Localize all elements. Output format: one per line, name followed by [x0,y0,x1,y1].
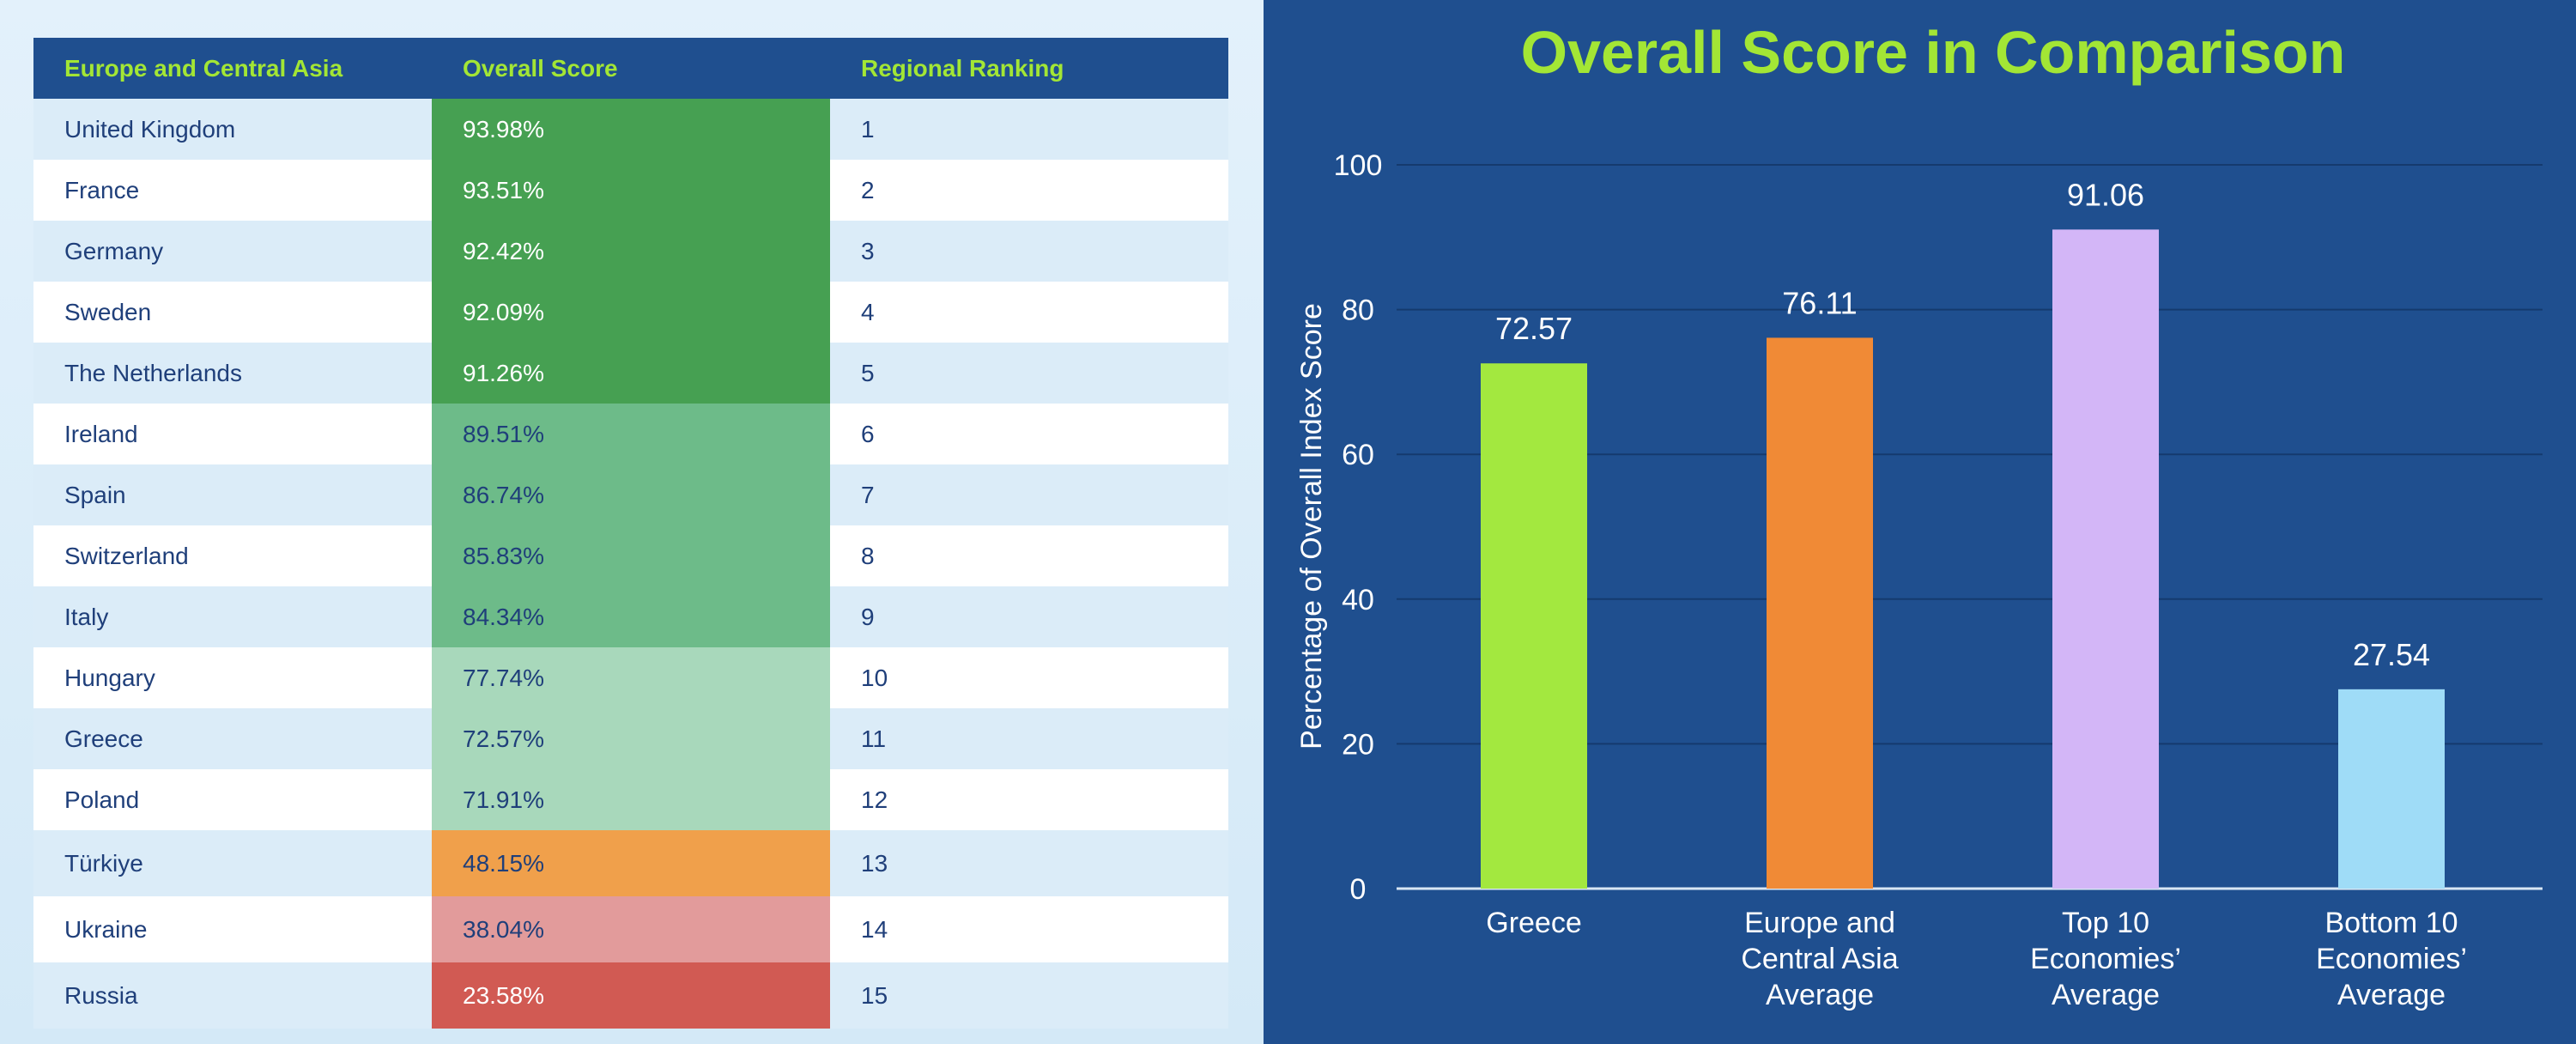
score-cell: 93.98% [432,99,830,160]
comparison-chart-panel: Overall Score in Comparison 0 20 40 60 80 100… [1264,0,2576,1044]
bar [1767,337,1873,889]
chart-title: Overall Score in Comparison [1521,19,2346,86]
x-category-label: Europe and [1744,907,1895,939]
y-tick-label: 40 [1342,584,1374,616]
bar-value-label: 76.11 [1782,285,1857,320]
country-cell: Russia [33,962,432,1029]
rank-cell: 13 [830,830,1228,896]
table-row: Ireland 89.51% 6 [33,404,1228,464]
table-header-row: Europe and Central Asia Overall Score Re… [33,38,1228,99]
y-tick-label: 0 [1350,873,1367,906]
x-category-label: Average [2052,979,2160,1011]
rank-cell: 11 [830,708,1228,769]
rank-cell: 3 [830,221,1228,282]
rank-cell: 14 [830,896,1228,962]
country-cell: Italy [33,586,432,647]
country-cell: United Kingdom [33,99,432,160]
y-tick-label: 80 [1342,294,1374,327]
country-cell: Spain [33,464,432,525]
score-cell: 92.42% [432,221,830,282]
country-cell: Hungary [33,647,432,708]
y-tick-label: 60 [1342,439,1374,471]
bar-value-label: 72.57 [1495,311,1573,346]
ranking-panel: Europe and Central Asia Overall Score Re… [0,0,1264,1044]
x-category-label: Central Asia [1741,943,1898,975]
bar-value-label: 27.54 [2353,637,2430,672]
rank-cell: 6 [830,404,1228,464]
country-cell: Poland [33,769,432,830]
table-row: Sweden 92.09% 4 [33,282,1228,343]
table-row: Türkiye 48.15% 13 [33,830,1228,896]
table-row: Hungary 77.74% 10 [33,647,1228,708]
country-cell: Ireland [33,404,432,464]
rank-cell: 9 [830,586,1228,647]
rank-cell: 4 [830,282,1228,343]
score-cell: 38.04% [432,896,830,962]
x-category-label: Average [2337,979,2446,1011]
country-cell: The Netherlands [33,343,432,404]
country-cell: Greece [33,708,432,769]
rank-cell: 7 [830,464,1228,525]
rank-cell: 12 [830,769,1228,830]
bar [2338,689,2445,889]
x-category-label: Economies’ [2316,943,2467,975]
header-region: Europe and Central Asia [33,38,432,99]
country-cell: Switzerland [33,525,432,586]
bar-value-label: 91.06 [2067,177,2144,212]
table-row: Spain 86.74% 7 [33,464,1228,525]
table-row: Poland 71.91% 12 [33,769,1228,830]
ranking-table: Europe and Central Asia Overall Score Re… [33,38,1228,1029]
y-axis-title: Percentage of Overall Index Score [1295,303,1328,750]
rank-cell: 2 [830,160,1228,221]
x-category-label: Bottom 10 [2325,907,2458,939]
score-cell: 71.91% [432,769,830,830]
score-cell: 23.58% [432,962,830,1029]
score-cell: 77.74% [432,647,830,708]
header-regional-ranking: Regional Ranking [830,38,1228,99]
rank-cell: 1 [830,99,1228,160]
score-cell: 85.83% [432,525,830,586]
x-category-label: Greece [1486,907,1582,939]
table-row: The Netherlands 91.26% 5 [33,343,1228,404]
table-row: France 93.51% 2 [33,160,1228,221]
country-cell: Sweden [33,282,432,343]
x-category-label: Average [1766,979,1874,1011]
bar [2052,229,2159,889]
table-row: Russia 23.58% 15 [33,962,1228,1029]
x-category-label: Top 10 [2062,907,2149,939]
table-row: Ukraine 38.04% 14 [33,896,1228,962]
country-cell: Türkiye [33,830,432,896]
score-cell: 91.26% [432,343,830,404]
bar [1481,363,1587,889]
country-cell: France [33,160,432,221]
table-row: Italy 84.34% 9 [33,586,1228,647]
rank-cell: 15 [830,962,1228,1029]
table-row: Germany 92.42% 3 [33,221,1228,282]
x-category-label: Economies’ [2030,943,2181,975]
score-cell: 92.09% [432,282,830,343]
rank-cell: 5 [830,343,1228,404]
score-cell: 48.15% [432,830,830,896]
table-row: Greece 72.57% 11 [33,708,1228,769]
table-row: Switzerland 85.83% 8 [33,525,1228,586]
score-cell: 86.74% [432,464,830,525]
y-tick-label: 20 [1342,728,1374,761]
country-cell: Ukraine [33,896,432,962]
rank-cell: 8 [830,525,1228,586]
table-row: United Kingdom 93.98% 1 [33,99,1228,160]
country-cell: Germany [33,221,432,282]
rank-cell: 10 [830,647,1228,708]
score-cell: 89.51% [432,404,830,464]
score-cell: 84.34% [432,586,830,647]
y-tick-label: 100 [1334,149,1383,182]
header-overall-score: Overall Score [432,38,830,99]
comparison-bar-chart: Overall Score in Comparison 0 20 40 60 80 100… [1295,19,2543,1011]
score-cell: 93.51% [432,160,830,221]
score-cell: 72.57% [432,708,830,769]
